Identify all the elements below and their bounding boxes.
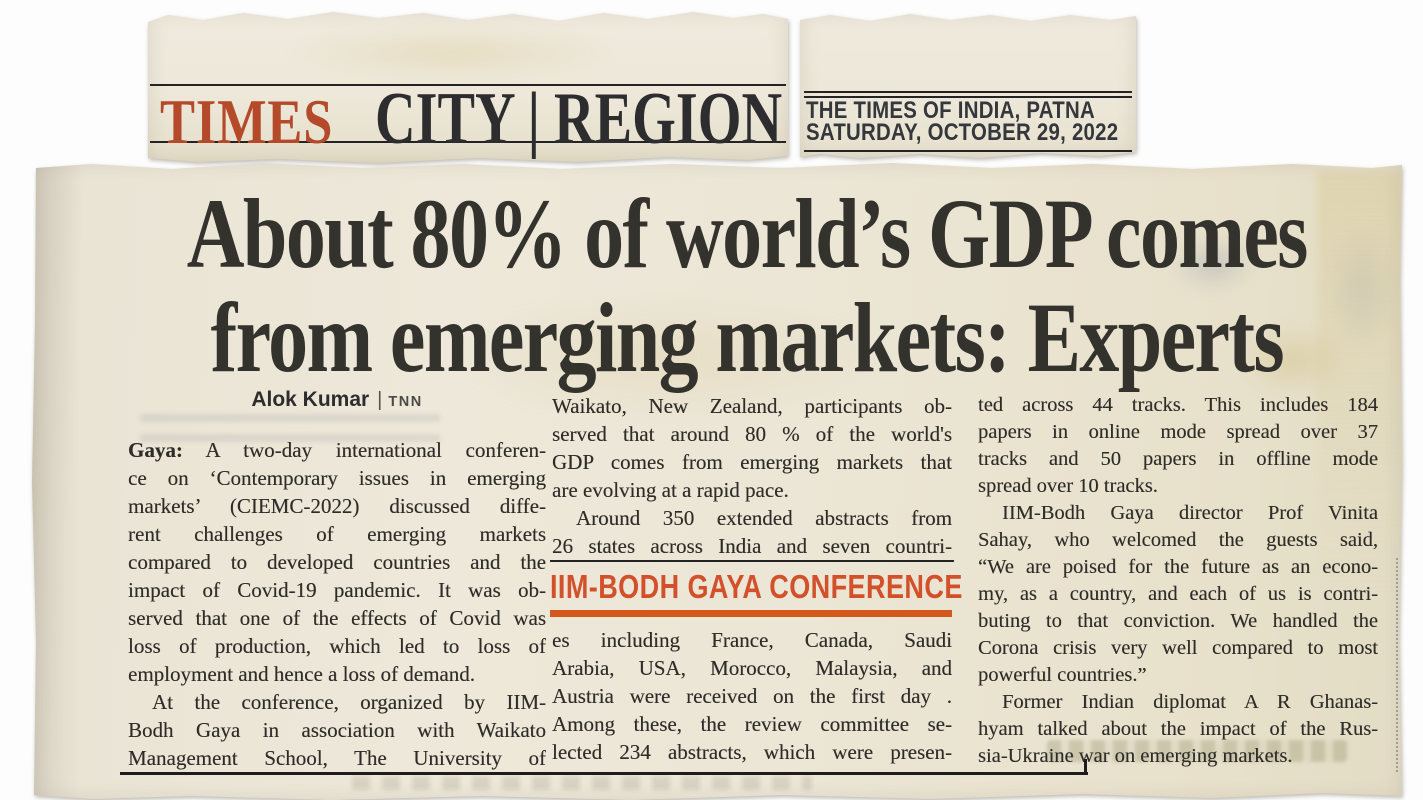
byline-separator: | <box>377 389 383 411</box>
brand-logo: TIMES <box>160 86 334 157</box>
article-text-line: ted across 44 tracks. This includes 184 <box>978 394 1378 416</box>
article-text-line: Arabia, USA, Morocco, Malaysia, and <box>552 656 952 680</box>
article-text-line: sia-Ukraine war on emerging markets. <box>978 745 1293 767</box>
article-text-line: Bodh Gaya in association with Waikato <box>128 718 546 742</box>
agency-name: TNN <box>388 394 423 410</box>
article-text-line: Sahay, who welcomed the guests said, <box>978 529 1378 551</box>
subhead-label: IIM-BODH GAYA CONFERENCE <box>550 568 963 605</box>
article-text-line: buting to that conviction. We handled th… <box>978 610 1378 632</box>
article-text-line: are evolving at a rapid pace. <box>552 478 789 502</box>
article-text-line: my, as a country, and each of us is cont… <box>978 583 1378 605</box>
masthead-paper: TIMES CITY | REGION <box>148 12 788 163</box>
article-text-line: es including France, Canada, Saudi <box>552 628 952 652</box>
article-text-line: powerful countries.” <box>978 664 1147 686</box>
scan-edge-shading <box>32 163 90 800</box>
bleedthrough-smudge <box>288 26 618 81</box>
bleedthrough-smudge <box>352 776 812 790</box>
subhead-bar <box>550 610 952 617</box>
article-text-line: served that one of the effects of Covid … <box>128 606 546 630</box>
article-text-line: tracks and 50 papers in offline mode <box>978 448 1378 470</box>
bottom-rule-corner <box>1084 759 1087 773</box>
article-column-2-bottom: es including France, Canada, Saudi Arabia… <box>552 626 952 766</box>
article-column-2-top: Waikato, New Zealand, participants ob-se… <box>552 392 952 560</box>
masthead-strip: TIMES CITY | REGION <box>148 10 788 163</box>
article-text-line: hyam talked about the impact of the Rus- <box>978 718 1378 740</box>
article-text-line: loss of production, which led to loss of <box>128 634 546 658</box>
article-text-line: ce on ‘Contemporary issues in emerging <box>128 466 546 490</box>
masthead-rule-bottom <box>150 141 786 143</box>
edition-lines: THE TIMES OF INDIA, PATNA SATURDAY, OCTO… <box>806 97 1119 146</box>
section-subhead: IIM-BODH GAYA CONFERENCE <box>550 560 963 617</box>
article-text-line: At the conference, organized by IIM- <box>152 690 546 714</box>
article-text-line: Former Indian diplomat A R Ghanas- <box>1002 691 1378 713</box>
article-text-line: markets’ (CIEMC-2022) discussed diffe- <box>128 494 546 518</box>
section-title: CITY | REGION <box>375 78 783 160</box>
article-text-line: rent challenges of emerging markets <box>128 522 546 546</box>
article-text-line: Around 350 extended abstracts from <box>576 506 952 530</box>
edition-line-2: SATURDAY, OCTOBER 29, 2022 <box>806 119 1119 146</box>
headline-line-2: from emerging markets: Experts <box>210 282 1285 393</box>
edition-rule-top-1 <box>804 91 1132 93</box>
article-column-3: ted across 44 tracks. This includes 184 p… <box>978 392 1378 770</box>
article-text-line: lected 234 abstracts, which were presen- <box>552 740 952 764</box>
edition-rule-bottom <box>804 150 1132 152</box>
article-text-line: employment and hence a loss of demand. <box>128 662 475 686</box>
article-text-line: IIM-Bodh Gaya director Prof Vinita <box>1002 502 1378 524</box>
edition-rule-top-2 <box>804 96 1132 98</box>
edition-box: THE TIMES OF INDIA, PATNA SATURDAY, OCTO… <box>800 12 1136 158</box>
article-clipping: About 80% of world’s GDP comes from emer… <box>32 162 1402 800</box>
article-text-line: Corona crisis very well compared to most <box>978 637 1378 659</box>
article-text-line: spread over 10 tracks. <box>978 475 1158 497</box>
article-text-line: served that around 80 % of the world's <box>552 422 952 446</box>
byline: Alok Kumar | TNN <box>128 388 546 412</box>
author-name: Alok Kumar <box>251 388 370 411</box>
article-text-line: 26 states across India and seven countri… <box>552 534 952 558</box>
article-column-1: Gaya: A two-day international conferen-c… <box>128 436 546 772</box>
bottom-rule <box>120 772 1088 775</box>
article-text-line: papers in online mode spread over 37 <box>978 421 1378 443</box>
article-text-line: compared to developed countries and the <box>128 550 546 574</box>
edition-line-1: THE TIMES OF INDIA, PATNA <box>806 97 1095 124</box>
article-paper: About 80% of world’s GDP comes from emer… <box>32 163 1402 800</box>
article-text-line: “We are poised for the future as an econ… <box>978 556 1378 578</box>
article-text-line: GDP comes from emerging markets that <box>552 450 952 474</box>
subhead-rule <box>550 560 954 562</box>
article-text-line: Gaya: A two-day international conferen- <box>128 438 546 462</box>
article-text-line: Among these, the review committee se- <box>552 712 952 736</box>
article-text-line: impact of Covid-19 pandemic. It was ob- <box>128 578 546 602</box>
edition-paper: THE TIMES OF INDIA, PATNA SATURDAY, OCTO… <box>800 14 1136 158</box>
dotted-column-edge <box>1396 558 1398 772</box>
headline-line-1: About 80% of world’s GDP comes <box>186 178 1309 289</box>
article-text-line: Austria were received on the first day . <box>552 684 952 708</box>
masthead-rule-top <box>150 84 786 86</box>
article-text-line: Management School, The University of <box>128 746 546 770</box>
article-text-line: Waikato, New Zealand, participants ob- <box>552 394 952 418</box>
